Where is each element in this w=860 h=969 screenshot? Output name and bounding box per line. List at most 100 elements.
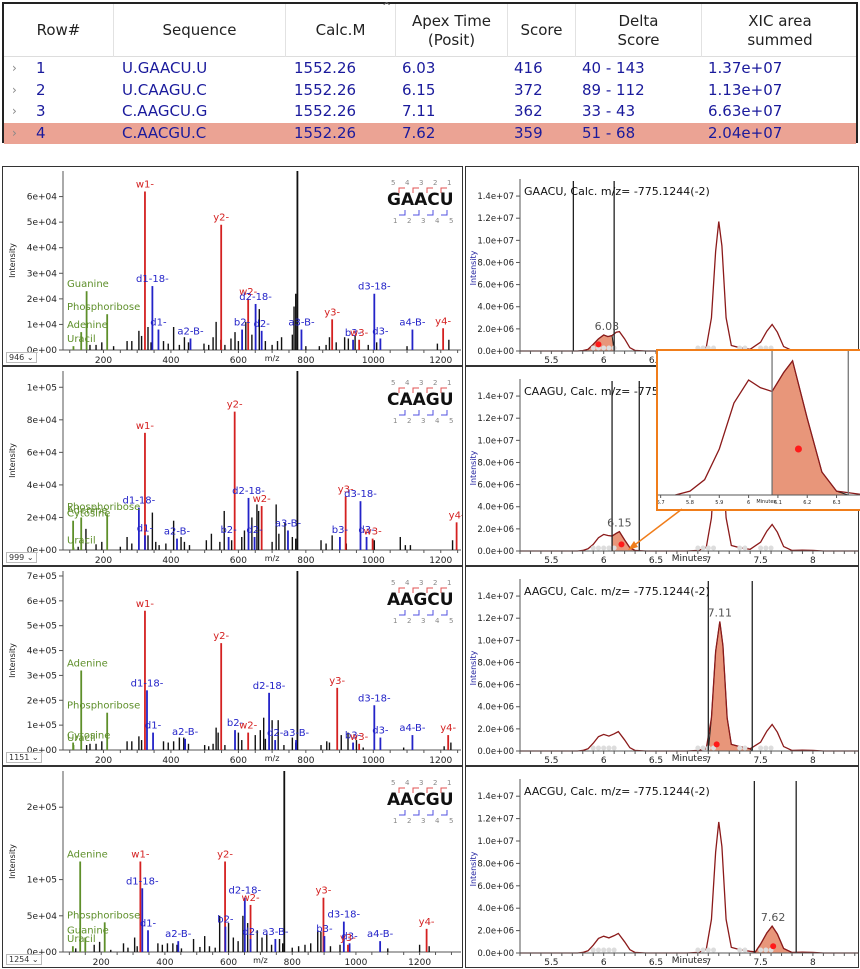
peak-label: Cytosine — [67, 509, 110, 520]
sequence-bottom-number: 5 — [449, 217, 453, 225]
sequence-top-number: 1 — [447, 779, 451, 787]
xic-trace — [520, 221, 858, 352]
column-header-sequence[interactable]: Sequence — [114, 4, 286, 57]
x-tick-label: 7.5 — [753, 756, 767, 766]
ms2-scan-marker — [705, 947, 711, 953]
x-tick-label: 5.5 — [544, 958, 558, 968]
cleavage-mark-top — [412, 587, 419, 593]
peak-label: w3- — [350, 328, 369, 339]
scan-selector[interactable]: 1254 ⌄ — [6, 954, 42, 965]
column-header-xic-area[interactable]: XIC area summed — [747, 11, 813, 49]
scan-selector[interactable]: 1151 ⌄ — [6, 752, 42, 763]
cleavage-mark-top — [398, 587, 405, 593]
sequence-bottom-number: 1 — [393, 417, 397, 425]
ms2-scan-marker — [606, 745, 612, 751]
sequence-top-number: 2 — [433, 379, 437, 387]
scan-number: 1151 — [9, 753, 30, 762]
ms2-scan-marker — [601, 947, 607, 953]
chevron-right-icon[interactable]: › — [12, 104, 17, 118]
column-header-calc-m[interactable]: Calc.M — [286, 4, 396, 57]
chevron-right-icon[interactable]: › — [12, 125, 17, 140]
apex-marker — [618, 541, 625, 548]
peak-label: a4-B- — [399, 723, 426, 734]
peak-label: y3- — [324, 307, 340, 318]
y-tick-label: 4e+05 — [27, 647, 57, 657]
ms2-scan-marker — [695, 947, 701, 953]
peak-label: d1-18- — [136, 274, 169, 285]
scan-selector[interactable]: 999 ⌄ — [6, 552, 37, 563]
y-tick-label: 2e+04 — [27, 295, 58, 305]
table-row[interactable]: › 3 C.AAGCU.G 1552.26 7.11 362 33 - 43 6.63e+07 — [4, 101, 856, 122]
column-header-score[interactable]: Score — [508, 4, 576, 57]
ms2-scan-marker — [758, 745, 764, 751]
spectrum-panel-gaacu: 0e+00 1e+04 2e+04 3e+04 4e+04 5e+04 6e+04 200 40… — [2, 166, 463, 366]
x-tick-label: 400 — [162, 556, 179, 566]
cleavage-mark-bottom — [427, 210, 434, 216]
y-axis-label: Intensity — [469, 650, 478, 685]
x-tick-label: 400 — [162, 356, 179, 366]
y-axis-label: Intensity — [469, 450, 478, 485]
peak-label: d3- — [372, 726, 389, 737]
table-row[interactable]: › 4 C.AACGU.C 1552.26 7.62 359 51 - 68 2.04e+07 — [4, 122, 856, 144]
chevron-right-icon[interactable]: › — [12, 82, 17, 97]
apex-time-label: 7.62 — [761, 911, 786, 924]
ms2-scan-marker — [611, 745, 617, 751]
column-header-delta-score[interactable]: Delta Score — [576, 4, 702, 57]
x-tick-label: 8 — [810, 958, 816, 968]
peak-label: b2- — [227, 718, 244, 729]
peak-label: Uracil — [67, 733, 96, 744]
sequence-bottom-number: 1 — [393, 217, 397, 225]
ms2-scan-marker — [601, 745, 607, 751]
x-tick-label: 6 — [601, 356, 607, 366]
x-tick-label: 400 — [162, 756, 179, 766]
peak-label: b3- — [345, 328, 362, 339]
sequence-bottom-number: 4 — [435, 217, 440, 225]
cell-delta-score: 40 - 143 — [582, 59, 645, 77]
sequence-bottom-number: 2 — [407, 417, 411, 425]
table-row[interactable]: › 2 U.CAAGU.C 1552.26 6.15 372 89 - 112 1.13e+0… — [4, 80, 856, 101]
cell-row: 4 — [36, 123, 46, 142]
sequence-top-number: 1 — [447, 379, 451, 387]
sequence-bottom-number: 1 — [393, 617, 397, 625]
scan-selector[interactable]: 946 ⌄ — [6, 352, 37, 363]
y-tick-label: 8.0e+06 — [477, 859, 514, 869]
column-header-apex-time[interactable]: Apex Time (Posit) — [396, 4, 508, 57]
x-tick-label: 8 — [810, 556, 816, 566]
cell-row: 1 — [36, 59, 46, 77]
cell-xic-area: 2.04e+07 — [708, 123, 783, 142]
y-tick-label: 4e+04 — [27, 244, 58, 254]
sequence-top-number: 5 — [391, 579, 395, 587]
column-header-row[interactable]: Row# — [4, 4, 114, 57]
cell-delta-score: 33 - 43 — [582, 102, 636, 120]
peak-label: d1- — [150, 318, 167, 329]
peak-label: a3-B- — [262, 927, 289, 938]
y-tick-label: 1.4e+07 — [477, 192, 514, 202]
y-tick-label: 1.4e+07 — [477, 592, 514, 602]
ms2-scan-marker — [611, 947, 617, 953]
sequence-top-number: 1 — [447, 579, 451, 587]
chevron-right-icon[interactable]: › — [12, 61, 17, 75]
x-tick-label: 5.9 — [715, 500, 723, 506]
cleavage-mark-top — [440, 787, 447, 793]
y-tick-label: 6e+04 — [27, 448, 58, 458]
y-tick-label: 4e+04 — [27, 481, 58, 491]
cell-xic-area: 1.37e+07 — [708, 59, 783, 77]
peak-label: w2- — [239, 287, 258, 298]
table-row[interactable]: › 1 U.GAACU.U 1552.26 6.03 416 40 - 143 1.37e+0… — [4, 58, 856, 79]
x-tick-label: 5.8 — [686, 500, 694, 506]
sequence-top-number: 5 — [391, 779, 395, 787]
xic-panel-aagcu: 0.0e+00 2.0e+06 4.0e+06 6.0e+06 8.0e+06 1.0e+… — [465, 566, 859, 766]
peak-label: d1-18- — [123, 496, 156, 507]
x-axis-label: m/z — [265, 554, 280, 563]
sequence-top-number: 2 — [433, 779, 437, 787]
cleavage-mark-top — [412, 187, 419, 193]
apex-marker — [794, 445, 802, 453]
x-tick-label: 200 — [95, 756, 112, 766]
y-tick-label: 2.0e+06 — [477, 325, 514, 335]
zoom-inset: 5.7 5.8 5.9 6 6.1 6.2 6.3 Minutes — [646, 349, 860, 511]
cleavage-mark-top — [440, 187, 447, 193]
cell-sequence: U.GAACU.U — [122, 59, 208, 77]
ms2-scan-marker — [590, 545, 596, 551]
ms2-scan-marker — [705, 545, 711, 551]
apex-marker — [770, 943, 777, 950]
